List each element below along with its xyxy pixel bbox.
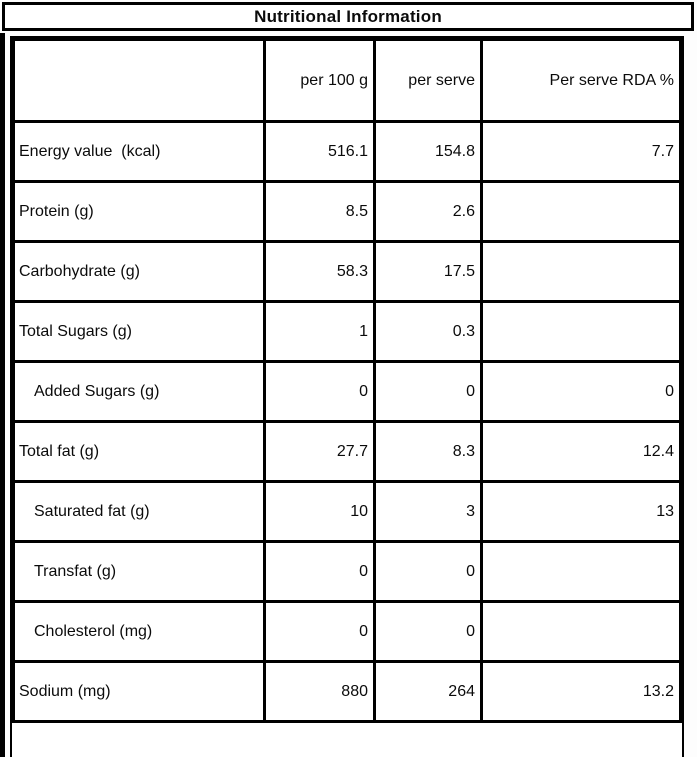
value-rda bbox=[480, 300, 682, 363]
value-per-serve: 8.3 bbox=[373, 420, 483, 483]
row-label: Saturated fat (g) bbox=[12, 480, 266, 543]
table-row-carbohydrate: Carbohydrate (g) 58.3 17.5 bbox=[12, 240, 682, 303]
row-label: Total fat (g) bbox=[12, 420, 266, 483]
table-row-transfat: Transfat (g) 0 0 bbox=[12, 540, 682, 603]
column-header-blank bbox=[12, 38, 266, 123]
column-header-rda: Per serve RDA % bbox=[480, 38, 682, 123]
column-header-per-100g: per 100 g bbox=[263, 38, 376, 123]
value-per-100g: 1 bbox=[263, 300, 376, 363]
left-edge-border bbox=[0, 33, 5, 757]
table-row-total-fat: Total fat (g) 27.7 8.3 12.4 bbox=[12, 420, 682, 483]
row-label: Energy value (kcal) bbox=[12, 120, 266, 183]
row-label: Total Sugars (g) bbox=[12, 300, 266, 363]
table-row-added-sugars: Added Sugars (g) 0 0 0 bbox=[12, 360, 682, 423]
value-per-100g: 10 bbox=[263, 480, 376, 543]
table-row-energy: Energy value (kcal) 516.1 154.8 7.7 bbox=[12, 120, 682, 183]
value-per-100g: 27.7 bbox=[263, 420, 376, 483]
value-per-serve: 17.5 bbox=[373, 240, 483, 303]
value-rda: 13.2 bbox=[480, 660, 682, 723]
value-per-serve: 3 bbox=[373, 480, 483, 543]
nutrition-table: per 100 g per serve Per serve RDA % Ener… bbox=[12, 38, 682, 723]
value-rda bbox=[480, 540, 682, 603]
row-label: Carbohydrate (g) bbox=[12, 240, 266, 303]
header-row: per 100 g per serve Per serve RDA % bbox=[12, 38, 682, 123]
table-row-sodium: Sodium (mg) 880 264 13.2 bbox=[12, 660, 682, 723]
value-per-100g: 0 bbox=[263, 600, 376, 663]
page-title: Nutritional Information bbox=[254, 6, 442, 26]
value-per-100g: 58.3 bbox=[263, 240, 376, 303]
table-row-total-sugars: Total Sugars (g) 1 0.3 bbox=[12, 300, 682, 363]
row-label: Protein (g) bbox=[12, 180, 266, 243]
row-label: Transfat (g) bbox=[12, 540, 266, 603]
value-per-serve: 0 bbox=[373, 360, 483, 423]
value-rda: 13 bbox=[480, 480, 682, 543]
value-per-serve: 0.3 bbox=[373, 300, 483, 363]
value-per-serve: 2.6 bbox=[373, 180, 483, 243]
value-per-serve: 154.8 bbox=[373, 120, 483, 183]
value-per-100g: 880 bbox=[263, 660, 376, 723]
value-per-serve: 0 bbox=[373, 540, 483, 603]
value-rda: 0 bbox=[480, 360, 682, 423]
nutrition-table-frame: per 100 g per serve Per serve RDA % Ener… bbox=[10, 36, 684, 757]
value-per-100g: 0 bbox=[263, 540, 376, 603]
row-label: Added Sugars (g) bbox=[12, 360, 266, 423]
value-rda: 7.7 bbox=[480, 120, 682, 183]
table-row-saturated-fat: Saturated fat (g) 10 3 13 bbox=[12, 480, 682, 543]
column-header-per-serve: per serve bbox=[373, 38, 483, 123]
row-label: Cholesterol (mg) bbox=[12, 600, 266, 663]
table-row-cholesterol: Cholesterol (mg) 0 0 bbox=[12, 600, 682, 663]
value-rda bbox=[480, 600, 682, 663]
title-box: Nutritional Information bbox=[2, 2, 694, 31]
table-row-protein: Protein (g) 8.5 2.6 bbox=[12, 180, 682, 243]
row-label: Sodium (mg) bbox=[12, 660, 266, 723]
value-per-100g: 0 bbox=[263, 360, 376, 423]
value-rda bbox=[480, 240, 682, 303]
value-rda bbox=[480, 180, 682, 243]
value-rda: 12.4 bbox=[480, 420, 682, 483]
value-per-100g: 8.5 bbox=[263, 180, 376, 243]
nutrition-table-body: per 100 g per serve Per serve RDA % Ener… bbox=[12, 38, 682, 723]
value-per-100g: 516.1 bbox=[263, 120, 376, 183]
value-per-serve: 264 bbox=[373, 660, 483, 723]
value-per-serve: 0 bbox=[373, 600, 483, 663]
